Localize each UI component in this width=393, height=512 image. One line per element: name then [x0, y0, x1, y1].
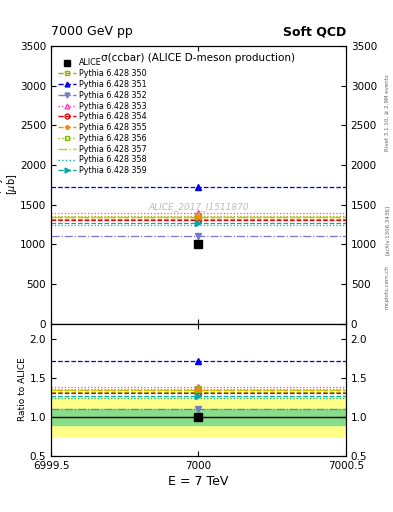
Bar: [51, 397, 346, 436]
Y-axis label: d$\sigma$
/dy
[$\mu$b]: d$\sigma$ /dy [$\mu$b]: [0, 174, 18, 196]
X-axis label: E = 7 TeV: E = 7 TeV: [168, 475, 229, 488]
Text: 7000 GeV pp: 7000 GeV pp: [51, 26, 133, 38]
Text: σ(ccbar) (ALICE D-meson production): σ(ccbar) (ALICE D-meson production): [101, 53, 296, 63]
Bar: [51, 409, 346, 424]
Text: Rivet 3.1.10, ≥ 2.9M events: Rivet 3.1.10, ≥ 2.9M events: [385, 74, 390, 151]
Text: mcplots.cern.ch: mcplots.cern.ch: [385, 265, 390, 309]
Text: Soft QCD: Soft QCD: [283, 26, 346, 38]
Y-axis label: Ratio to ALICE: Ratio to ALICE: [18, 358, 27, 421]
Legend: ALICE, Pythia 6.428 350, Pythia 6.428 351, Pythia 6.428 352, Pythia 6.428 353, P: ALICE, Pythia 6.428 350, Pythia 6.428 35…: [58, 58, 147, 175]
Text: ALICE_2017_I1511870: ALICE_2017_I1511870: [148, 203, 249, 211]
Text: [arXiv:1306.3436]: [arXiv:1306.3436]: [385, 205, 390, 255]
